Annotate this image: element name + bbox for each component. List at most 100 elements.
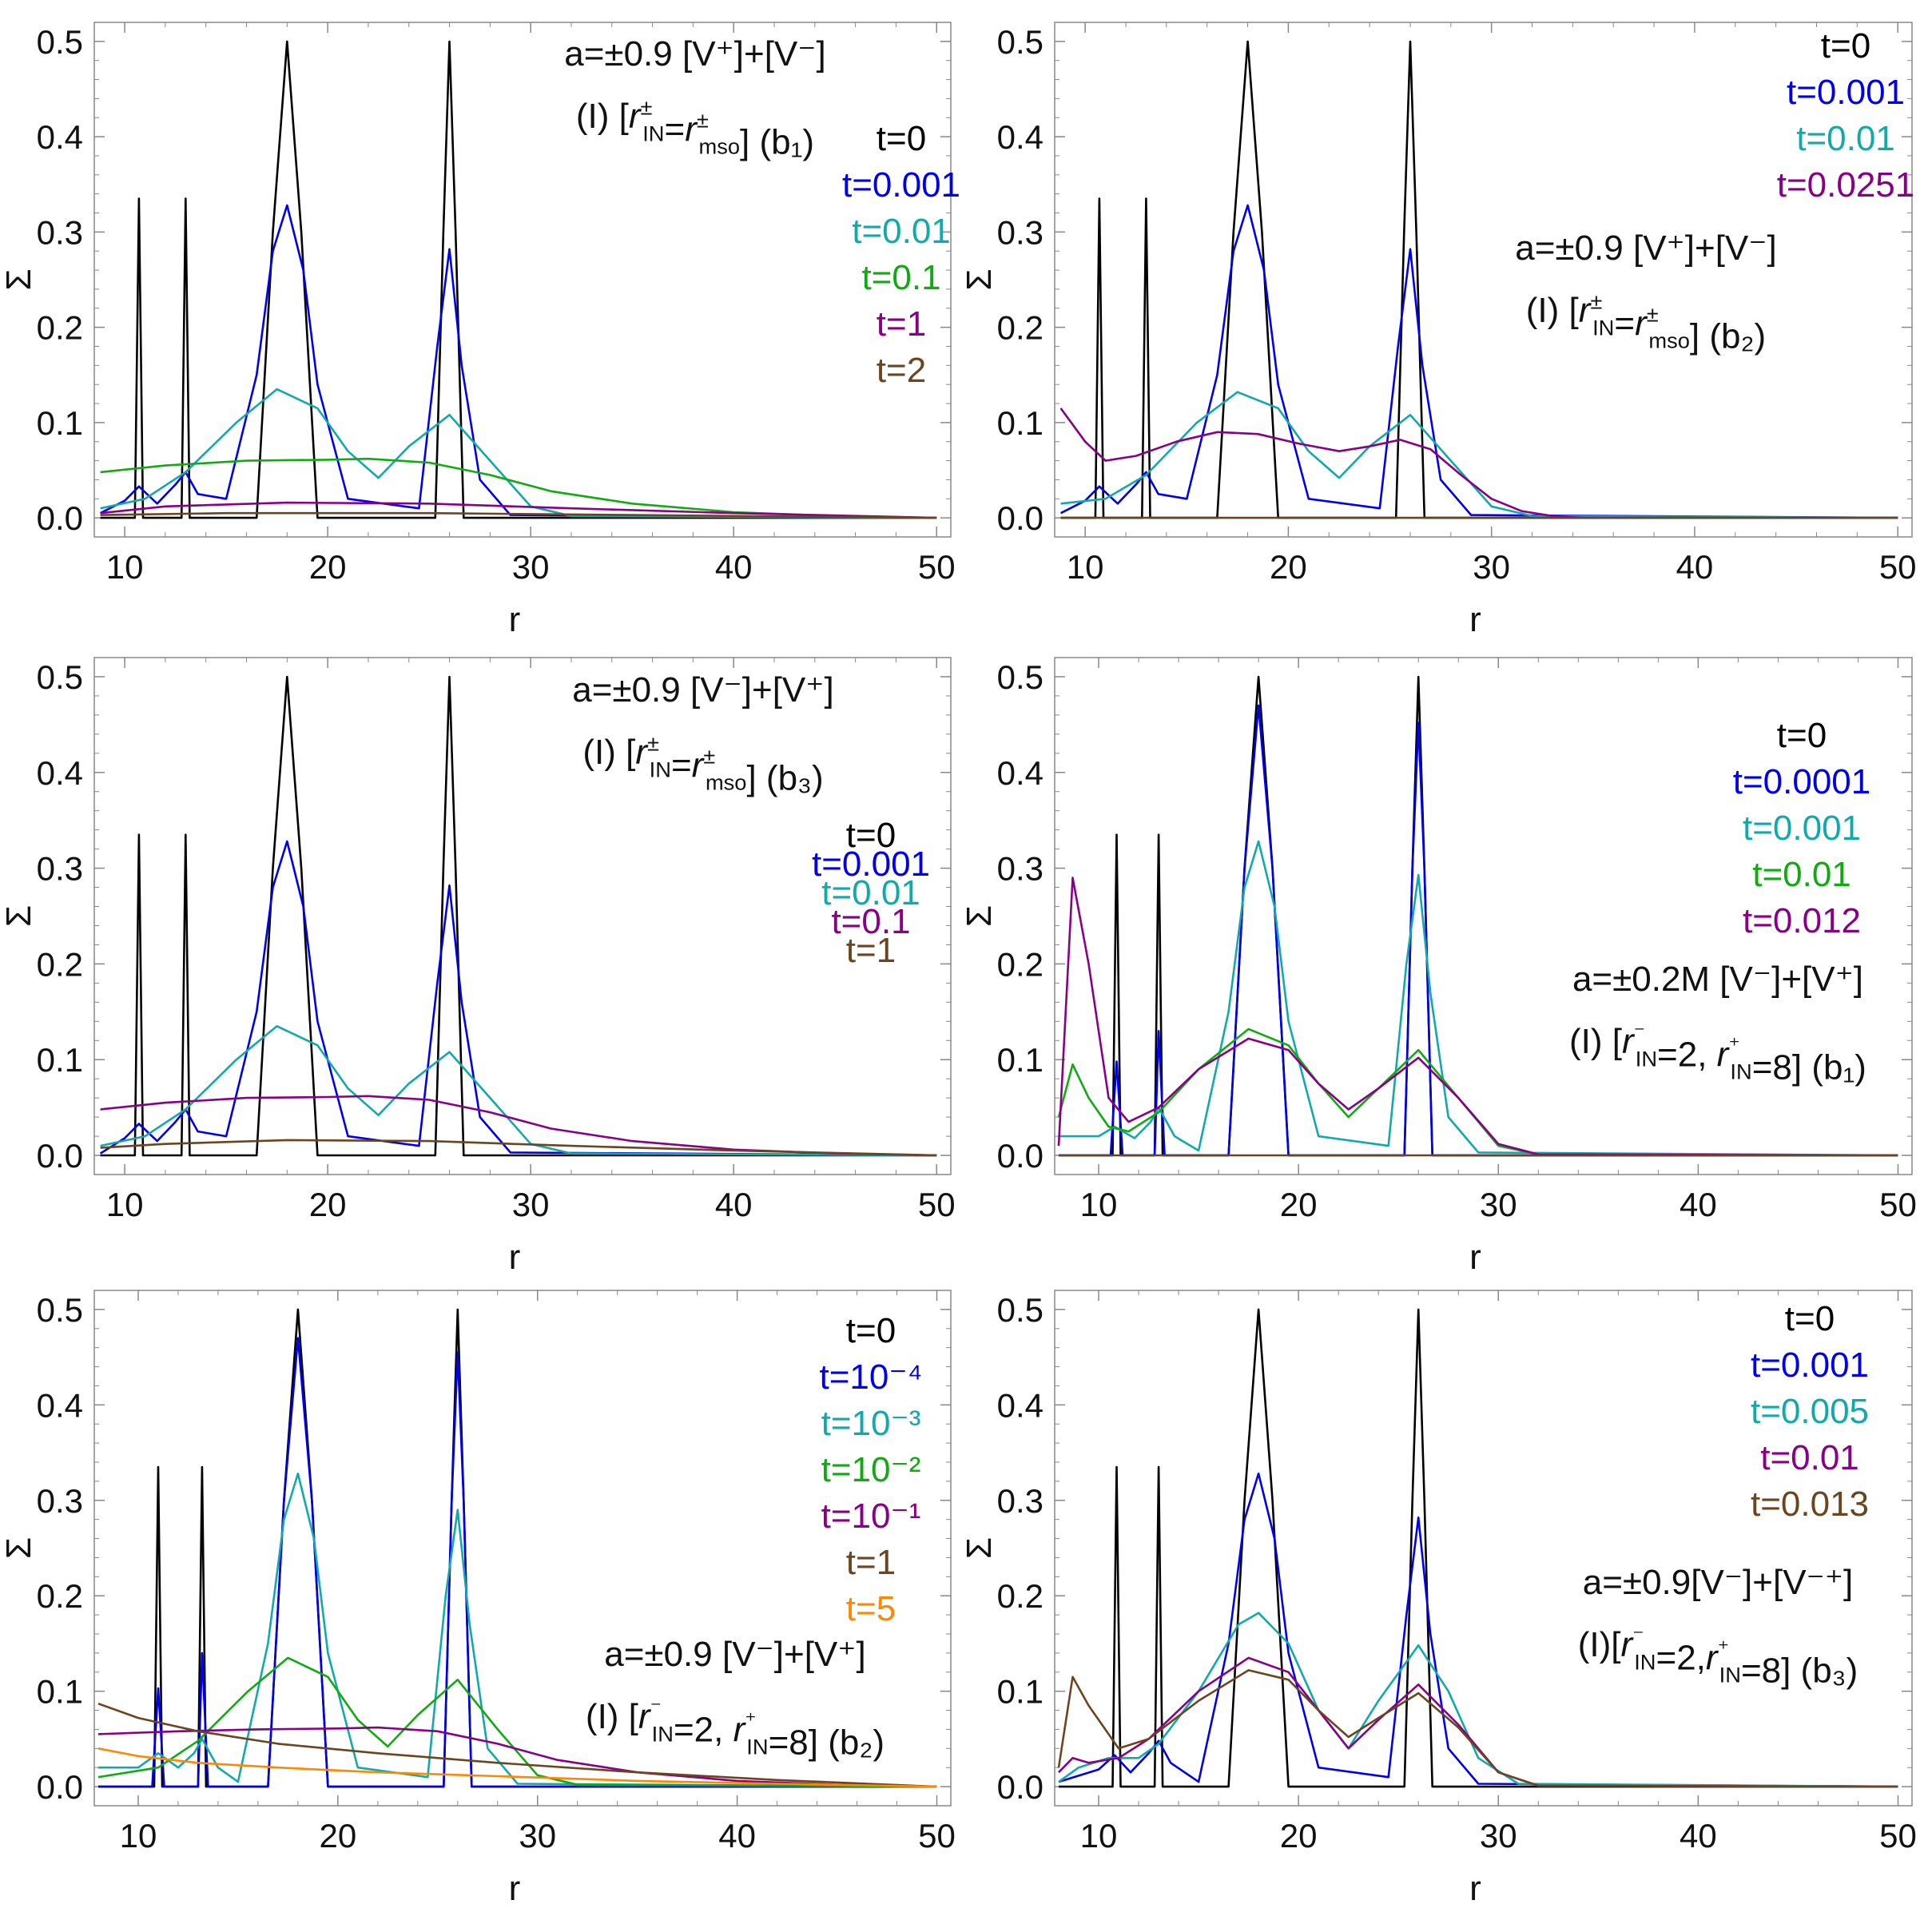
y-tick-label: 0.5 — [37, 1291, 83, 1329]
x-tick-label: 20 — [309, 548, 347, 586]
y-tick-label: 0.1 — [37, 1041, 83, 1079]
plot-frame — [1054, 657, 1913, 1175]
y-tick-label: 0.2 — [997, 945, 1044, 983]
x-axis-label: r — [509, 600, 521, 639]
y-tick-label: 0.2 — [37, 309, 83, 347]
x-tick-label: 30 — [519, 1817, 556, 1854]
series-line — [97, 1656, 937, 1788]
legend-entry: t=10⁻¹ — [821, 1497, 921, 1536]
x-tick-label: 40 — [1676, 548, 1714, 586]
x-tick-label: 10 — [106, 548, 144, 586]
panel-annotation: (I) [r± IN=r± mso] (b₁) — [576, 94, 814, 161]
series-line — [100, 1095, 937, 1157]
y-tick-label: 0.0 — [997, 499, 1044, 537]
x-tick-label: 50 — [1879, 1186, 1917, 1223]
series-line — [98, 1473, 937, 1788]
plot-frame — [1054, 22, 1913, 538]
legend-entry: t=0.01 — [852, 212, 951, 251]
panel-annotation: a=±0.2M [V⁻]+[V⁺] — [1572, 960, 1863, 999]
x-tick-label: 10 — [1080, 1186, 1118, 1223]
legend-entry: t=0 — [1785, 1299, 1835, 1338]
y-tick-label: 0.0 — [37, 1137, 83, 1175]
y-tick-label: 0.1 — [997, 404, 1044, 442]
plot-frame — [93, 22, 952, 538]
legend-entry: t=0.01 — [1760, 1438, 1859, 1477]
legend-entry: t=0.01 — [821, 873, 920, 912]
y-axis-label: Σ — [0, 905, 38, 927]
legend-entry: t=0.013 — [1751, 1485, 1869, 1524]
legend-entry: t=1 — [846, 931, 896, 970]
chart-panel-p5: 0.0 0.1 0.2 0.3 0.4 0.5 10 20 30 40 50 r Σa=±0.9 [V⁻… — [0, 1290, 956, 1908]
y-tick-label: 0.4 — [997, 1386, 1044, 1424]
plot-frame — [93, 1290, 952, 1807]
series-line — [97, 1702, 937, 1788]
x-tick-label: 30 — [512, 1186, 550, 1223]
legend-entry: t=0.01 — [1752, 855, 1851, 894]
series-line — [100, 457, 937, 519]
y-tick-label: 0.3 — [37, 850, 83, 888]
legend-entry: t=0.001 — [1743, 809, 1861, 848]
series-line — [1059, 1308, 1898, 1788]
panel-annotation: (I) [r⁻ IN=2, r⁺ IN=8] (b₂) — [586, 1695, 885, 1762]
panel-annotation: (I) [r⁻ IN=2, r⁺ IN=8] (b₁) — [1569, 1020, 1866, 1087]
y-tick-label: 0.5 — [997, 23, 1044, 61]
legend-entry: t=0.0251 — [1777, 165, 1915, 205]
series-line — [98, 1337, 937, 1788]
x-tick-label: 50 — [918, 548, 956, 586]
series-line — [1060, 204, 1898, 519]
x-axis-label: r — [509, 1869, 521, 1908]
y-tick-label: 0.3 — [997, 213, 1044, 251]
y-tick-label: 0.0 — [997, 1137, 1044, 1175]
panel-annotation: a=±0.9 [V⁺]+[V⁻] — [564, 34, 825, 74]
x-axis-label: r — [1469, 600, 1481, 639]
x-tick-label: 10 — [1067, 548, 1104, 586]
x-tick-label: 20 — [309, 1186, 347, 1223]
series-line — [1060, 40, 1898, 519]
panel-annotation: a=±0.9 [V⁻]+[V⁺] — [604, 1635, 865, 1674]
chart-panel-p6: 0.0 0.1 0.2 0.3 0.4 0.5 10 20 30 40 50 r Σa=±0.9[V⁻]… — [960, 1290, 1917, 1908]
x-tick-label: 10 — [120, 1817, 157, 1854]
series-line — [1057, 877, 1898, 1157]
legend-entry: t=0 — [1777, 716, 1827, 755]
legend-entry: t=0 — [846, 1311, 896, 1350]
x-tick-label: 30 — [1480, 1817, 1517, 1854]
y-tick-label: 0.5 — [997, 658, 1044, 696]
series-line — [100, 675, 937, 1157]
legend-entry: t=0.001 — [842, 165, 960, 205]
plot-frame — [93, 657, 952, 1175]
legend-entry: t=0.001 — [812, 845, 930, 884]
x-tick-label: 30 — [512, 548, 550, 586]
series-line — [100, 40, 937, 519]
series-line — [1059, 840, 1898, 1157]
x-tick-label: 20 — [1280, 1186, 1318, 1223]
series-line — [100, 1139, 937, 1157]
y-axis-label: Σ — [0, 1537, 38, 1559]
x-tick-label: 50 — [918, 1817, 956, 1854]
series-line — [1060, 391, 1898, 519]
legend-entry: t=0 — [1821, 26, 1870, 66]
chart-panel-p2: 0.0 0.1 0.2 0.3 0.4 0.5 10 20 30 40 50 r Σa=±0.9 [V⁺… — [960, 22, 1917, 639]
y-axis-label: Σ — [0, 268, 38, 290]
legend-entry: t=0.01 — [1796, 119, 1895, 158]
x-axis-label: r — [1469, 1238, 1481, 1277]
x-tick-label: 40 — [1680, 1817, 1717, 1854]
y-tick-label: 0.1 — [997, 1041, 1044, 1079]
x-tick-label: 40 — [715, 1186, 753, 1223]
x-axis-label: r — [1469, 1869, 1481, 1908]
legend-entry: t=1 — [846, 1543, 896, 1582]
legend-entry: t=1 — [877, 304, 926, 344]
y-tick-label: 0.5 — [997, 1291, 1044, 1329]
x-tick-label: 10 — [106, 1186, 144, 1223]
x-tick-label: 30 — [1473, 548, 1510, 586]
y-tick-label: 0.5 — [37, 23, 83, 61]
y-tick-label: 0.1 — [37, 404, 83, 442]
y-tick-label: 0.4 — [997, 118, 1044, 156]
x-tick-label: 40 — [1680, 1186, 1717, 1223]
x-tick-label: 50 — [918, 1186, 956, 1223]
y-tick-label: 0.3 — [37, 1482, 83, 1520]
y-tick-label: 0.4 — [37, 118, 83, 156]
y-tick-label: 0.0 — [997, 1768, 1044, 1806]
panel-annotation: a=±0.9 [V⁻]+[V⁺] — [572, 670, 833, 710]
legend-entry: t=0 — [877, 119, 926, 158]
y-tick-label: 0.3 — [997, 1482, 1044, 1520]
